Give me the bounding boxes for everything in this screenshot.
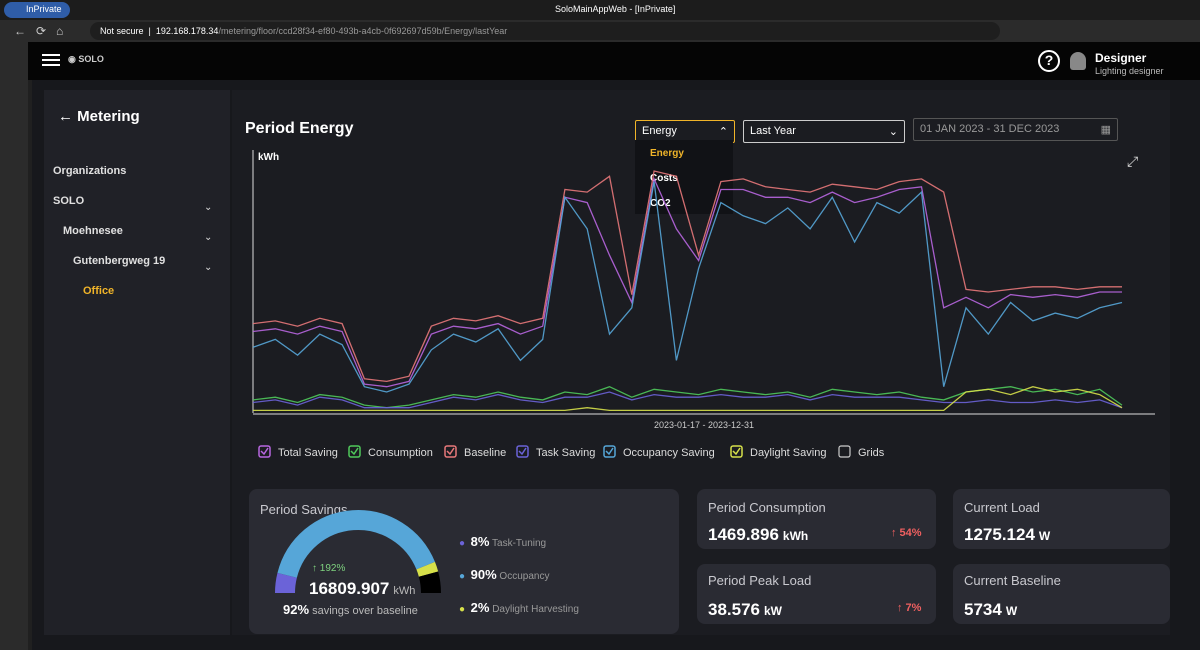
breakdown-label: Occupancy bbox=[499, 571, 550, 582]
address-bar: ← ⟳ ⌂ Not secure | 192.168.178.34/meteri… bbox=[0, 20, 1200, 42]
card-title: Period Consumption bbox=[708, 500, 826, 515]
savings-percent: 92% bbox=[283, 602, 310, 617]
url-field[interactable]: Not secure | 192.168.178.34/metering/flo… bbox=[90, 22, 1000, 40]
dropdown-option[interactable]: CO2 bbox=[650, 198, 671, 209]
date-range[interactable]: 01 JAN 2023 - 31 DEC 2023 ▦ bbox=[913, 118, 1118, 141]
tab-bar: InPrivate SoloMainAppWeb - [InPrivate] bbox=[0, 0, 1200, 20]
metric-dropdown: Energy Costs CO2 bbox=[635, 140, 733, 214]
stat-card: Current Baseline 5734 W bbox=[953, 564, 1170, 624]
sidebar: ← Metering Organizations SOLO Moehnesee … bbox=[44, 90, 230, 635]
card-unit: kWh bbox=[782, 529, 809, 543]
dropdown-option[interactable]: Costs bbox=[650, 173, 678, 184]
section-title: Period Energy bbox=[245, 120, 354, 137]
savings-card: Period Savings ↑ 192% 16809.907 kWh 92% s… bbox=[249, 489, 679, 634]
card-title: Period Peak Load bbox=[708, 573, 812, 588]
tab-title[interactable]: SoloMainAppWeb - [InPrivate] bbox=[555, 4, 676, 14]
nav-item[interactable]: Organizations bbox=[53, 165, 127, 177]
breakdown-value: 2% bbox=[470, 600, 490, 615]
nav-item[interactable]: Moehnesee bbox=[63, 225, 123, 237]
card-value: 1275.124 bbox=[964, 525, 1035, 544]
stat-card: Period Peak Load 38.576 kW ↑ 7% bbox=[697, 564, 936, 624]
card-change: ↑ 54% bbox=[891, 527, 922, 539]
browser-sidebar bbox=[0, 42, 28, 650]
card-value: 1469.896 bbox=[708, 525, 779, 544]
avatar[interactable] bbox=[1070, 52, 1086, 70]
savings-total: 16809.907 bbox=[309, 579, 390, 598]
savings-caption: savings over baseline bbox=[312, 605, 418, 617]
card-value: 5734 bbox=[964, 600, 1002, 619]
period-value: Last Year bbox=[750, 125, 796, 137]
help-button[interactable]: ? bbox=[1038, 50, 1060, 72]
card-value: 38.576 bbox=[708, 600, 760, 619]
user-name[interactable]: Designer bbox=[1095, 51, 1147, 65]
logo: ◉ SOLO bbox=[68, 54, 104, 64]
stat-card: Period Consumption 1469.896 kWh ↑ 54% bbox=[697, 489, 936, 549]
metric-value: Energy bbox=[642, 125, 677, 137]
nav-item[interactable]: Office bbox=[83, 285, 115, 297]
breakdown-label: Task-Tuning bbox=[492, 538, 547, 549]
sidebar-title-text: Metering bbox=[77, 108, 140, 125]
card-unit: W bbox=[1038, 529, 1051, 543]
card-change: ↑ 7% bbox=[897, 602, 922, 614]
card-unit: kW bbox=[764, 604, 782, 618]
nav-item[interactable]: SOLO bbox=[53, 195, 85, 207]
app-header: ◉ SOLO ? Designer Lighting designer bbox=[28, 42, 1200, 80]
period-select[interactable]: Last Year ⌄ bbox=[743, 120, 905, 143]
url-path: /metering/floor/ccd28f34-ef80-493b-a4cb-… bbox=[218, 26, 508, 36]
savings-change: ↑ 192% bbox=[312, 563, 346, 574]
savings-unit: kWh bbox=[393, 585, 416, 597]
breakdown-label: Daylight Harvesting bbox=[492, 604, 579, 615]
card-unit: W bbox=[1005, 604, 1018, 618]
inprivate-badge[interactable]: InPrivate bbox=[4, 2, 70, 18]
dropdown-option[interactable]: Energy bbox=[650, 148, 684, 159]
url-host: 192.168.178.34 bbox=[155, 26, 219, 36]
sidebar-title[interactable]: ← Metering bbox=[58, 108, 140, 125]
security: Not secure bbox=[100, 26, 144, 36]
stat-card: Current Load 1275.124 W bbox=[953, 489, 1170, 549]
breakdown-list: ● 8% Task-Tuning ● 90% Occupancy ● 2% Da… bbox=[459, 534, 579, 615]
card-title: Current Load bbox=[964, 500, 1040, 515]
nav-item[interactable]: Gutenbergweg 19 bbox=[73, 255, 166, 267]
date-range-text: 01 JAN 2023 - 31 DEC 2023 bbox=[920, 123, 1060, 135]
breakdown-value: 90% bbox=[470, 567, 497, 582]
menu-button[interactable] bbox=[42, 54, 60, 66]
card-title: Period Savings bbox=[260, 502, 348, 517]
breakdown-value: 8% bbox=[470, 534, 490, 549]
card-title: Current Baseline bbox=[964, 573, 1061, 588]
user-role: Lighting designer bbox=[1095, 66, 1164, 76]
